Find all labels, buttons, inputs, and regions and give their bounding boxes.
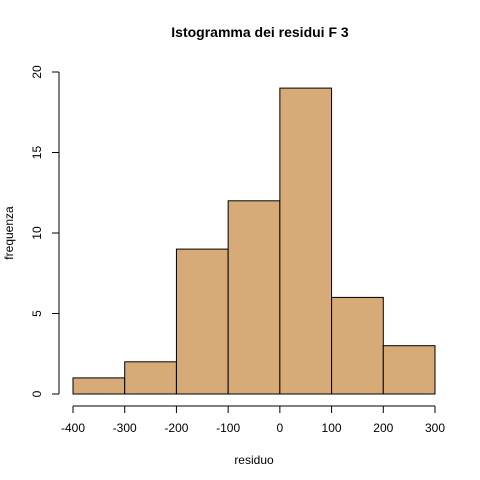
y-tick-label: 0 [30,390,44,397]
histogram-bar-1 [124,361,177,395]
y-tick-label: 10 [30,226,44,240]
histogram-bar-3 [227,200,281,395]
x-tick-label: -300 [113,421,137,435]
y-axis-label: frequenza [2,206,16,260]
x-ticks-group: -400 -300 -200 -100 0 100 200 300 [61,406,445,435]
bars-group [72,87,436,395]
x-tick-label: -400 [61,421,85,435]
histogram-bar-2 [175,248,229,395]
x-tick-label: -100 [216,421,240,435]
y-ticks-group: 0 5 10 15 20 [30,65,59,397]
x-tick-label: -200 [164,421,188,435]
x-axis-label: residuo [234,453,274,467]
x-tick-label: 200 [373,421,393,435]
y-tick-label: 15 [30,146,44,160]
y-tick-label: 20 [30,65,44,79]
x-tick-label: 300 [425,421,445,435]
x-tick-label: 100 [322,421,342,435]
histogram-bar-6 [382,345,436,395]
histogram-bar-4 [279,87,333,395]
y-tick-label: 5 [30,310,44,317]
x-tick-label: 0 [277,421,284,435]
chart-title: Istogramma dei residui F 3 [171,24,349,40]
histogram-bar-0 [72,377,126,395]
histogram-bar-5 [331,296,384,395]
